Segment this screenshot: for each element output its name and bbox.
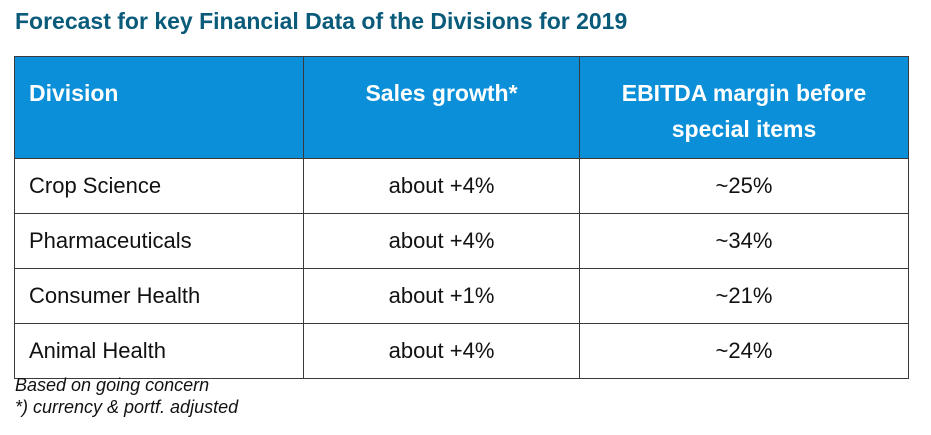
table-row: Animal Health about +4% ~24% — [14, 323, 909, 379]
ebitda-margin-cell: ~25% — [579, 158, 909, 214]
ebitda-margin-cell: ~24% — [579, 323, 909, 379]
ebitda-margin-cell: ~21% — [579, 268, 909, 324]
ebitda-margin-cell: ~34% — [579, 213, 909, 269]
footnote-currency-adjusted: *) currency & portf. adjusted — [15, 397, 239, 417]
division-cell: Consumer Health — [14, 268, 304, 324]
sales-growth-cell: about +4% — [303, 323, 580, 379]
table-row: Pharmaceuticals about +4% ~34% — [14, 213, 909, 269]
header-ebitda-margin: EBITDA margin before special items — [579, 56, 909, 159]
header-division: Division — [14, 56, 304, 159]
table-row: Consumer Health about +1% ~21% — [14, 268, 909, 324]
table-row: Crop Science about +4% ~25% — [14, 158, 909, 214]
division-cell: Pharmaceuticals — [14, 213, 304, 269]
division-cell: Animal Health — [14, 323, 304, 379]
division-cell: Crop Science — [14, 158, 304, 214]
footnote-going-concern: Based on going concern — [15, 375, 210, 395]
table-header-row: Division Sales growth* EBITDA margin bef… — [14, 56, 909, 159]
sales-growth-cell: about +1% — [303, 268, 580, 324]
forecast-table: Division Sales growth* EBITDA margin bef… — [14, 56, 909, 379]
sales-growth-cell: about +4% — [303, 213, 580, 269]
sales-growth-cell: about +4% — [303, 158, 580, 214]
footnotes: Based on going concern *) currency & por… — [15, 374, 238, 418]
header-sales-growth: Sales growth* — [303, 56, 580, 159]
page-title: Forecast for key Financial Data of the D… — [15, 8, 628, 34]
